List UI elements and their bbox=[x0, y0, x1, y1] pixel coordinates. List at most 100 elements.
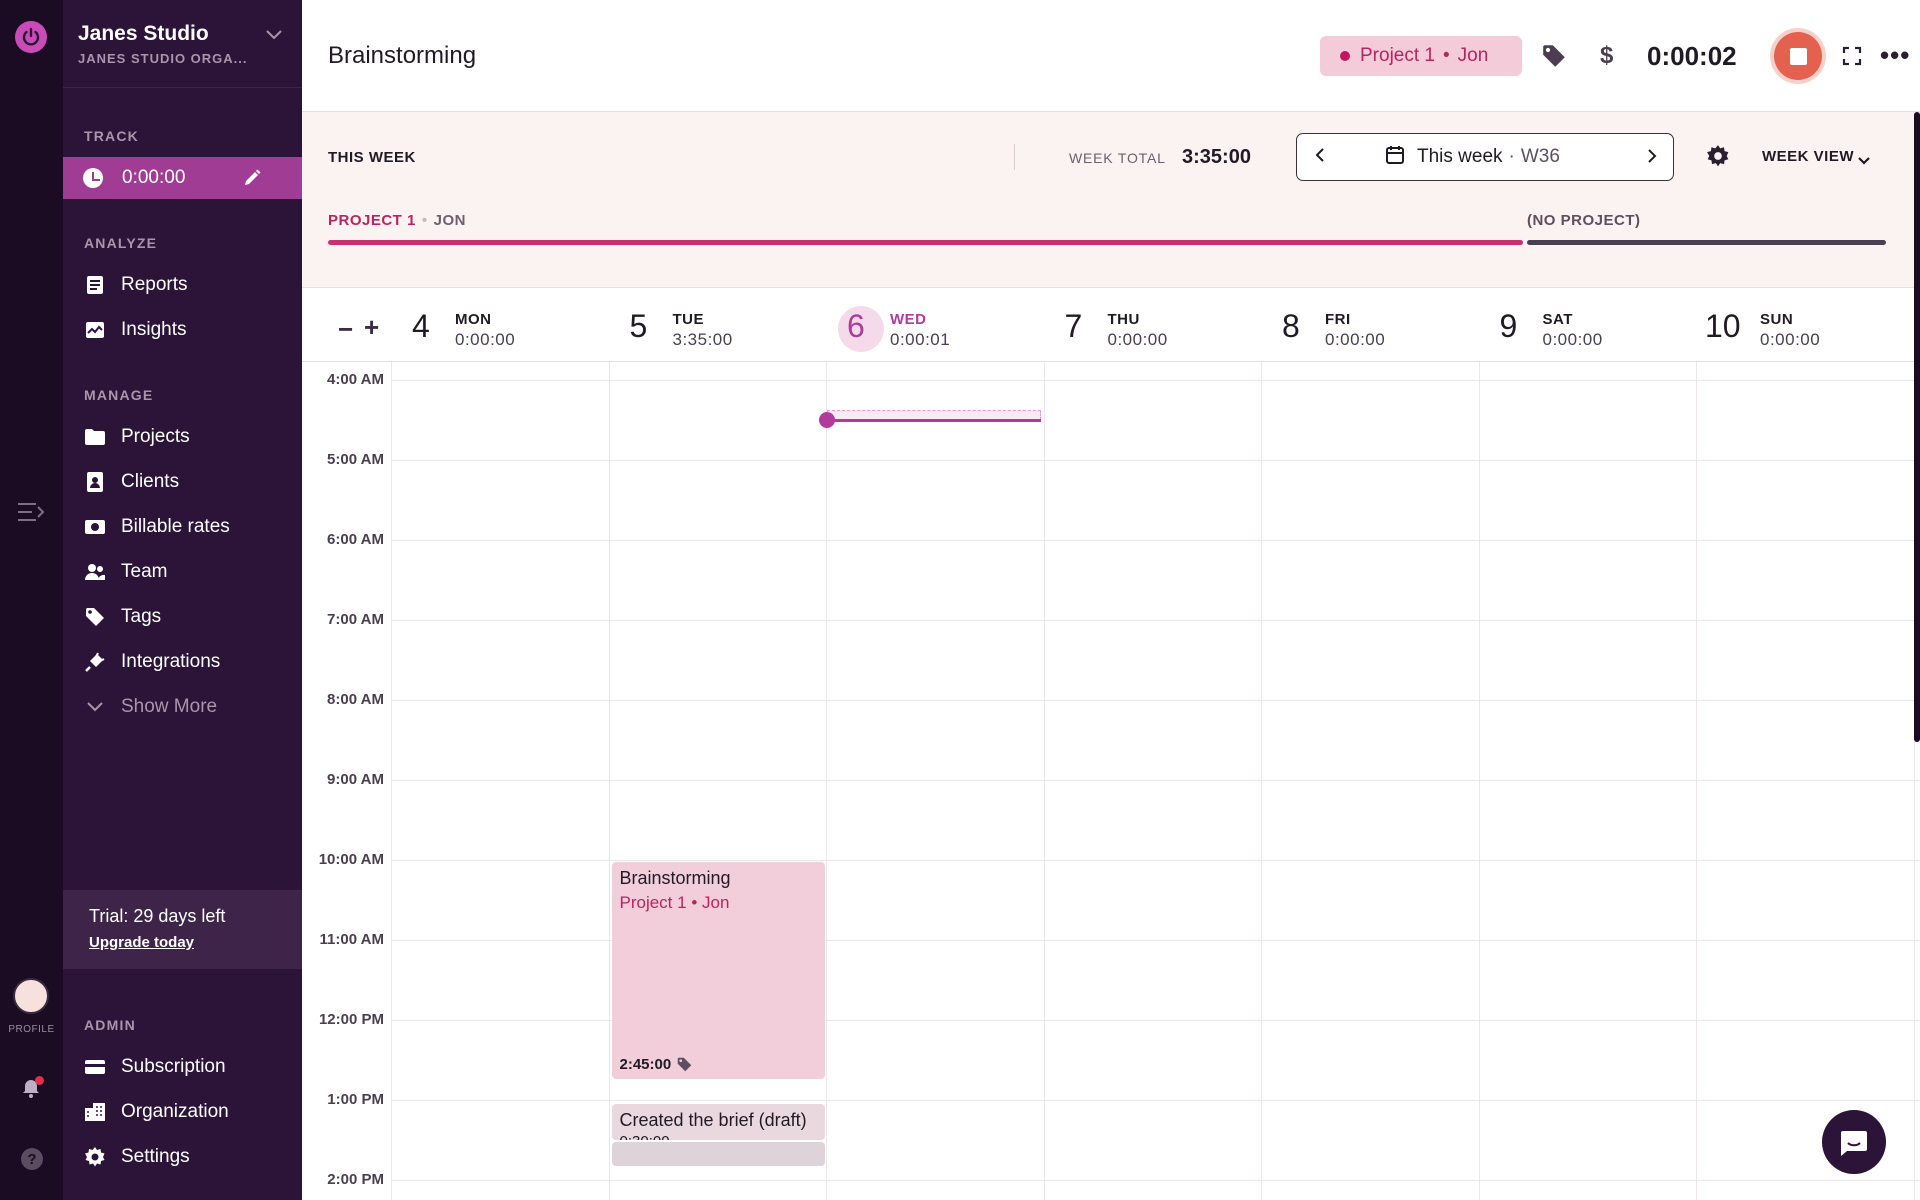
track-item[interactable]: 0:00:00 bbox=[63, 157, 302, 199]
day-header-fri[interactable]: 8 FRI 0:00:00 bbox=[1262, 288, 1480, 362]
project-name: Project 1 bbox=[1360, 45, 1435, 66]
sidebar-item-label: Insights bbox=[121, 319, 187, 340]
profile-label: PROFILE bbox=[8, 1024, 55, 1035]
zoom-out-button[interactable]: − bbox=[338, 314, 354, 344]
scrollbar[interactable] bbox=[1914, 112, 1920, 742]
zoom-in-button[interactable]: + bbox=[364, 312, 380, 342]
sidebar-item-organization[interactable]: Organization bbox=[63, 1092, 302, 1132]
entry-separator: • bbox=[691, 893, 698, 912]
day-number: 4 bbox=[412, 308, 430, 344]
day-number: 10 bbox=[1705, 308, 1741, 344]
project-color-dot bbox=[1340, 51, 1350, 61]
entry-title: Created the brief (draft) bbox=[619, 1110, 807, 1130]
hour-gridline bbox=[392, 940, 1920, 941]
day-header-wed[interactable]: 6 WED 0:00:01 bbox=[827, 288, 1045, 362]
day-name: THU bbox=[1107, 311, 1140, 328]
gear-icon[interactable] bbox=[1706, 144, 1730, 173]
no-project-time-bar[interactable] bbox=[1526, 240, 1886, 245]
entry-project-name: Project 1 bbox=[619, 893, 687, 912]
sidebar: Janes Studio JANES STUDIO ORGA... TRACK … bbox=[63, 0, 302, 1200]
sidebar-item-insights[interactable]: Insights bbox=[63, 310, 302, 350]
chevron-left-icon[interactable] bbox=[1315, 147, 1325, 167]
sidebar-item-label: Billable rates bbox=[121, 516, 230, 537]
hour-label: 7:00 AM bbox=[327, 611, 384, 628]
sidebar-item-show-more[interactable]: Show More bbox=[63, 687, 302, 727]
view-selector[interactable]: WEEK VIEW bbox=[1762, 148, 1855, 165]
workspace-name: Janes Studio bbox=[78, 22, 209, 45]
sidebar-item-team[interactable]: Team bbox=[63, 552, 302, 592]
sidebar-item-label: Team bbox=[121, 561, 168, 582]
day-number: 5 bbox=[629, 308, 648, 344]
day-header-sat[interactable]: 9 SAT 0:00:00 bbox=[1480, 288, 1698, 362]
day-header-tue[interactable]: 5 TUE 3:35:00 bbox=[610, 288, 828, 362]
fullscreen-icon[interactable] bbox=[1842, 46, 1862, 71]
hour-gridline bbox=[392, 460, 1920, 461]
stop-button[interactable] bbox=[1774, 32, 1822, 80]
no-project-bar-label: (NO PROJECT) bbox=[1526, 212, 1641, 229]
day-header-sun[interactable]: 10 SUN 0:00:00 bbox=[1697, 288, 1915, 362]
entry-description[interactable]: Brainstorming bbox=[328, 42, 477, 69]
bar-client: JON bbox=[433, 212, 466, 229]
entry-client: Jon bbox=[702, 893, 730, 912]
folder-icon bbox=[84, 426, 106, 448]
sidebar-item-projects[interactable]: Projects bbox=[63, 417, 302, 457]
upgrade-link[interactable]: Upgrade today bbox=[89, 934, 195, 951]
help-icon[interactable]: ? bbox=[21, 1148, 43, 1170]
sidebar-item-label: Subscription bbox=[121, 1056, 226, 1077]
sidebar-item-integrations[interactable]: Integrations bbox=[63, 642, 302, 682]
bar-separator: • bbox=[421, 212, 428, 229]
more-options-icon[interactable]: ••• bbox=[1880, 40, 1911, 70]
time-entry[interactable]: Brainstorming Project 1 • Jon 2:45:00 bbox=[611, 862, 825, 1079]
day-header-mon[interactable]: 4 MON 0:00:00 bbox=[392, 288, 610, 362]
power-icon[interactable] bbox=[15, 21, 47, 53]
chat-icon[interactable] bbox=[1822, 1110, 1886, 1174]
chevron-down-icon bbox=[84, 696, 106, 718]
time-entry[interactable]: Created the brief (draft) 0:30:00 bbox=[611, 1104, 825, 1140]
project-bar-label: PROJECT 1 • JON bbox=[328, 212, 466, 229]
project-selector[interactable]: Project 1 • Jon bbox=[1320, 36, 1522, 76]
day-total: 0:00:00 bbox=[1325, 330, 1386, 349]
day-total: 0:00:01 bbox=[890, 330, 951, 349]
track-section-label: TRACK bbox=[84, 128, 139, 144]
hour-gridline bbox=[392, 1020, 1920, 1021]
day-header-thu[interactable]: 7 THU 0:00:00 bbox=[1045, 288, 1263, 362]
plug-icon bbox=[84, 651, 106, 673]
sidebar-item-settings[interactable]: Settings bbox=[63, 1137, 302, 1177]
hour-gridline bbox=[392, 380, 1920, 381]
time-entry-placeholder[interactable] bbox=[611, 1142, 825, 1166]
sidebar-item-billable-rates[interactable]: Billable rates bbox=[63, 507, 302, 547]
pencil-icon[interactable] bbox=[242, 168, 262, 193]
week-label[interactable]: This week bbox=[1417, 146, 1503, 167]
hour-label: 2:00 PM bbox=[327, 1171, 384, 1188]
chevron-right-icon[interactable] bbox=[1647, 149, 1657, 168]
sidebar-item-clients[interactable]: Clients bbox=[63, 462, 302, 502]
client-name: Jon bbox=[1457, 45, 1489, 66]
chevron-down-icon[interactable] bbox=[265, 28, 283, 46]
sidebar-item-label: Show More bbox=[121, 696, 218, 717]
avatar[interactable] bbox=[13, 978, 49, 1014]
day-name: TUE bbox=[672, 311, 704, 328]
hour-gridline bbox=[392, 540, 1920, 541]
trial-text: Trial: 29 days left bbox=[89, 906, 226, 926]
entry-duration-text: 0:30:00 bbox=[620, 1133, 818, 1140]
timer-header: Brainstorming Project 1 • Jon $ 0:00:02 … bbox=[302, 0, 1920, 112]
calendar-grid[interactable]: 4:00 AM 5:00 AM 6:00 AM 7:00 AM 8:00 AM 9:00 … bbox=[302, 362, 1920, 1200]
tag-icon[interactable] bbox=[1542, 44, 1566, 73]
project-time-bar[interactable] bbox=[328, 240, 1523, 245]
hour-label: 9:00 AM bbox=[327, 771, 384, 788]
chevron-down-icon[interactable] bbox=[1858, 152, 1870, 170]
reports-icon bbox=[84, 274, 106, 296]
billable-dollar-icon[interactable]: $ bbox=[1600, 42, 1614, 69]
sidebar-item-subscription[interactable]: Subscription bbox=[63, 1047, 302, 1087]
sidebar-item-tags[interactable]: Tags bbox=[63, 597, 302, 637]
expand-sidebar-icon[interactable] bbox=[16, 500, 46, 524]
sidebar-item-label: Settings bbox=[121, 1146, 190, 1167]
hour-label: 4:00 AM bbox=[327, 371, 384, 388]
sidebar-item-reports[interactable]: Reports bbox=[63, 265, 302, 305]
today-highlight bbox=[838, 306, 884, 352]
calendar-icon[interactable] bbox=[1385, 145, 1405, 170]
day-gridline bbox=[1261, 362, 1262, 1200]
building-icon bbox=[84, 1101, 106, 1123]
workspace-switcher[interactable]: Janes Studio JANES STUDIO ORGA... bbox=[78, 22, 248, 66]
client-icon bbox=[84, 471, 106, 493]
